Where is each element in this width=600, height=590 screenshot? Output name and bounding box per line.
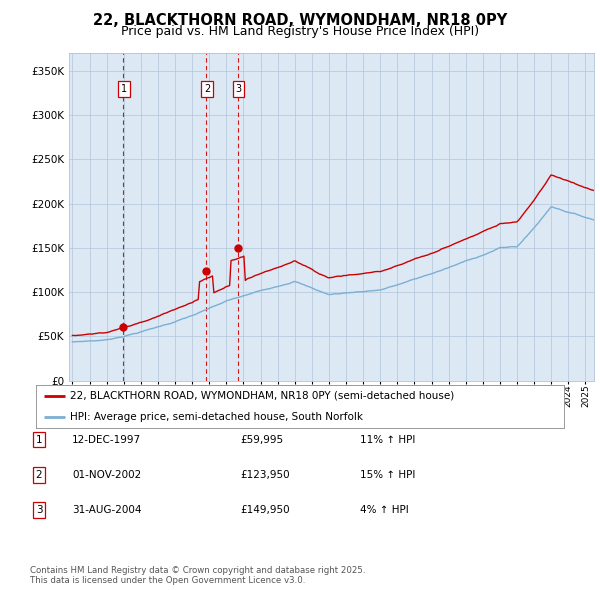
Text: Price paid vs. HM Land Registry's House Price Index (HPI): Price paid vs. HM Land Registry's House … bbox=[121, 25, 479, 38]
Text: 4% ↑ HPI: 4% ↑ HPI bbox=[360, 506, 409, 515]
Text: Contains HM Land Registry data © Crown copyright and database right 2025.
This d: Contains HM Land Registry data © Crown c… bbox=[30, 566, 365, 585]
Text: 15% ↑ HPI: 15% ↑ HPI bbox=[360, 470, 415, 480]
Text: 11% ↑ HPI: 11% ↑ HPI bbox=[360, 435, 415, 444]
Text: 1: 1 bbox=[35, 435, 43, 444]
Text: 3: 3 bbox=[236, 84, 242, 94]
Text: 2: 2 bbox=[204, 84, 211, 94]
Text: 12-DEC-1997: 12-DEC-1997 bbox=[72, 435, 141, 444]
Text: 1: 1 bbox=[121, 84, 127, 94]
Text: 22, BLACKTHORN ROAD, WYMONDHAM, NR18 0PY: 22, BLACKTHORN ROAD, WYMONDHAM, NR18 0PY bbox=[93, 13, 507, 28]
Text: 31-AUG-2004: 31-AUG-2004 bbox=[72, 506, 142, 515]
Text: £59,995: £59,995 bbox=[240, 435, 283, 444]
Text: £149,950: £149,950 bbox=[240, 506, 290, 515]
Text: 3: 3 bbox=[35, 506, 43, 515]
Text: HPI: Average price, semi-detached house, South Norfolk: HPI: Average price, semi-detached house,… bbox=[70, 412, 364, 422]
Text: 2: 2 bbox=[35, 470, 43, 480]
Text: £123,950: £123,950 bbox=[240, 470, 290, 480]
Text: 01-NOV-2002: 01-NOV-2002 bbox=[72, 470, 141, 480]
Text: 22, BLACKTHORN ROAD, WYMONDHAM, NR18 0PY (semi-detached house): 22, BLACKTHORN ROAD, WYMONDHAM, NR18 0PY… bbox=[70, 391, 455, 401]
